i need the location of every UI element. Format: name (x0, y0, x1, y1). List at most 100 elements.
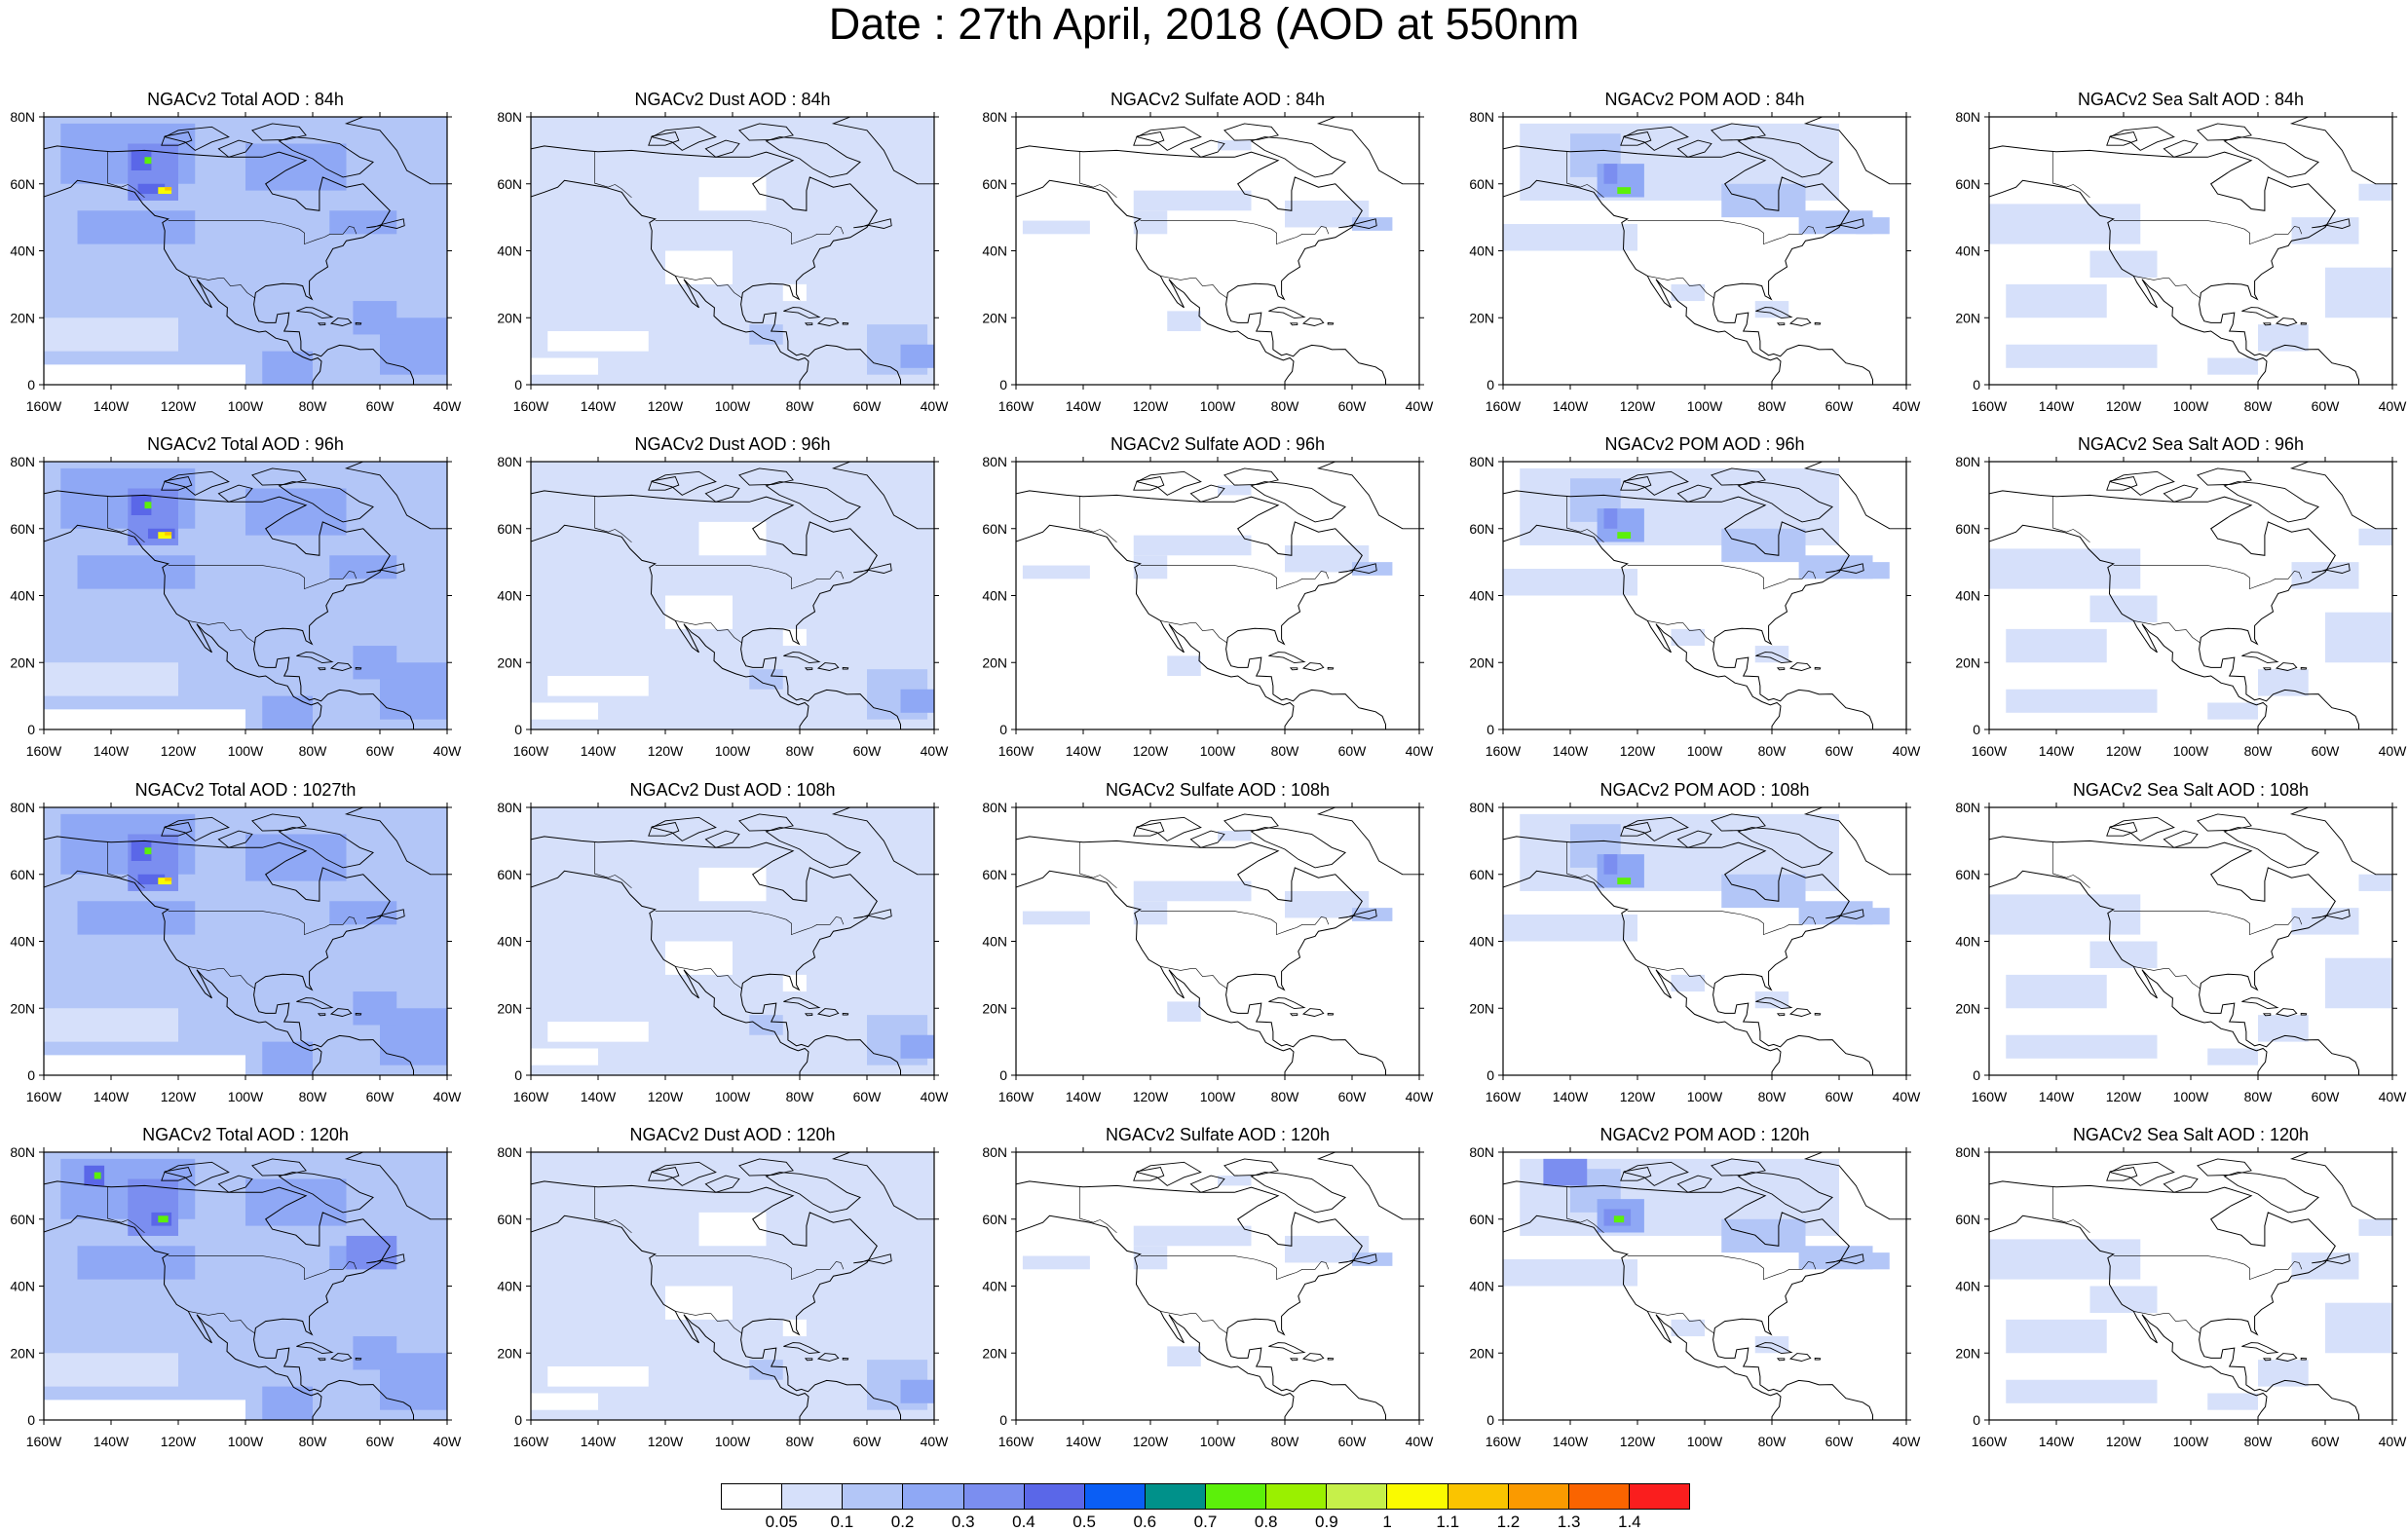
aod-field-cell (346, 1235, 397, 1270)
country-border (1159, 620, 1227, 644)
lon-tick-label: 40W (921, 743, 950, 759)
lon-tick-label: 140W (1066, 743, 1102, 759)
island-outline (296, 997, 334, 1010)
country-border (2132, 966, 2201, 990)
lon-tick-label: 40W (2379, 1089, 2408, 1104)
lon-tick-label: 60W (366, 1434, 395, 1449)
lon-tick-label: 140W (1553, 398, 1589, 414)
colorbar-swatch (843, 1484, 904, 1509)
lon-tick-label: 80W (1271, 1434, 1300, 1449)
lon-tick-label: 100W (2173, 743, 2209, 759)
island-outline (1133, 1166, 1165, 1181)
aod-field-cell (782, 283, 807, 302)
lon-tick-label: 80W (786, 1434, 815, 1449)
island-outline (296, 652, 334, 664)
island-outline (344, 462, 447, 530)
island-outline (293, 807, 332, 808)
island-outline (648, 821, 680, 837)
island-outline (2108, 126, 2175, 151)
lat-tick-label: 20N (1469, 310, 1494, 325)
lon-tick-label: 160W (1972, 743, 2008, 759)
island-outline (780, 117, 819, 118)
island-outline (1825, 909, 1864, 919)
colorbar-swatch (1448, 1484, 1509, 1509)
lon-tick-label: 160W (26, 1089, 62, 1104)
island-outline (1620, 821, 1652, 837)
island-outline (853, 563, 892, 574)
island-outline (1752, 1152, 1791, 1153)
aod-field-cell (44, 709, 245, 729)
colorbar-swatch (1629, 1484, 1689, 1509)
island-outline (1338, 909, 1377, 919)
island-outline (2163, 830, 2199, 848)
country-border (1159, 1311, 1227, 1334)
lon-tick-label: 60W (853, 398, 883, 414)
map-panel-dust-3: NGACv2 Dust AOD : 108h 160W 140W 120W 100W 80… (487, 780, 950, 1111)
lon-tick-label: 100W (1687, 398, 1723, 414)
island-outline (1788, 1008, 1812, 1017)
map-panel-total-2: NGACv2 Total AOD : 96h 160W 140W 120W 100W 80… (0, 434, 463, 766)
island-outline (1788, 318, 1812, 326)
lat-tick-label: 80N (497, 1144, 522, 1160)
lat-tick-label: 80N (1955, 109, 1980, 125)
aod-field-cell (2358, 183, 2392, 201)
aod-field-cell (1218, 831, 1252, 841)
island-outline (648, 1166, 680, 1181)
lon-tick-label: 80W (1758, 1089, 1787, 1104)
island-outline (217, 830, 253, 848)
aod-field-cell (2258, 1360, 2309, 1387)
colorbar-swatch (1266, 1484, 1328, 1509)
aod-field-cell (131, 150, 152, 170)
lon-tick-label: 60W (2312, 1089, 2341, 1104)
island-outline (1788, 662, 1812, 671)
island-outline (366, 563, 405, 574)
island-outline (2197, 1158, 2252, 1177)
island-outline (1711, 1158, 1766, 1177)
aod-field-cell (1721, 528, 1806, 563)
island-outline (317, 1013, 326, 1017)
aod-field-cell (2358, 528, 2392, 545)
lon-tick-label: 120W (1133, 1089, 1169, 1104)
country-border (168, 1255, 357, 1281)
colorbar-swatch (963, 1484, 1025, 1509)
lat-tick-label: 40N (497, 588, 522, 604)
coastline (1016, 490, 1386, 729)
country-border (2132, 620, 2201, 644)
lat-tick-label: 0 (1486, 722, 1494, 737)
island-outline (251, 1158, 307, 1177)
lon-tick-label: 100W (228, 1089, 264, 1104)
lon-tick-label: 120W (2106, 743, 2142, 759)
aod-field-cell (44, 662, 178, 696)
map-svg: 160W 140W 120W 100W 80W 60W 40W 0 20N 40N 60N 80N (1469, 1144, 1921, 1449)
lat-tick-label: 20N (982, 310, 1007, 325)
lat-tick-label: 20N (1955, 1345, 1980, 1361)
lon-tick-label: 40W (921, 1089, 950, 1104)
lon-tick-label: 80W (299, 743, 328, 759)
island-outline (765, 481, 861, 523)
map-panel-seasalt-1: NGACv2 Sea Salt AOD : 84h 160W 140W 120W 100… (1945, 90, 2408, 421)
lon-tick-label: 140W (1553, 1089, 1589, 1104)
country-border (107, 151, 145, 199)
map-panel-total-3: NGACv2 Total AOD : 1027th 160W 140W 120W 100… (0, 780, 463, 1111)
lon-tick-label: 160W (998, 398, 1035, 414)
aod-field-cell (245, 834, 347, 881)
lat-tick-label: 0 (999, 377, 1007, 392)
lon-tick-label: 100W (1687, 1434, 1723, 1449)
aod-field-cell (782, 628, 807, 647)
aod-field-cell (144, 502, 152, 509)
country-border (674, 276, 742, 299)
lat-tick-label: 80N (1955, 1144, 1980, 1160)
lon-tick-label: 140W (581, 398, 617, 414)
island-outline (2312, 1253, 2351, 1264)
lat-tick-label: 0 (27, 722, 35, 737)
island-outline (329, 318, 353, 326)
island-outline (2106, 1166, 2138, 1181)
aod-field-cell (1352, 217, 1393, 231)
map-panel-dust-1: NGACv2 Dust AOD : 84h 160W 140W 120W 100W 80W… (487, 90, 950, 421)
island-outline (1803, 117, 1906, 185)
map-svg: 160W 140W 120W 100W 80W 60W 40W 0 20N 40N 60N 80N (982, 1144, 1434, 1449)
lat-tick-label: 40N (10, 1279, 35, 1294)
country-border (655, 1255, 845, 1281)
map-panel-sulfate-4: NGACv2 Sulfate AOD : 120h 160W 140W 120W 100… (972, 1125, 1435, 1456)
island-outline (650, 126, 717, 151)
